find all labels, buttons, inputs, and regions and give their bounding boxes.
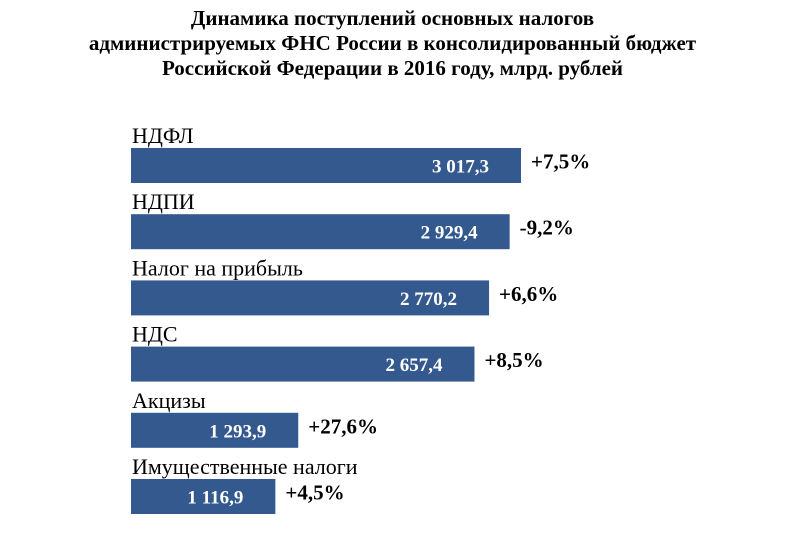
category-label: Акцизы [132,388,206,413]
value-label: 3 017,3 [432,157,489,178]
title-line-2: администрируемых ФНС России в консолидир… [88,31,697,55]
bar [131,214,510,250]
value-label: 2 929,4 [421,223,479,244]
change-label: +7,5% [531,150,590,174]
category-label: Имущественные налоги [132,454,358,479]
change-label: +27,6% [308,414,378,438]
category-label: НДПИ [132,189,195,214]
bar [131,346,475,382]
bar [131,280,490,316]
value-label: 1 116,9 [187,488,243,509]
bar [131,479,276,514]
category-label: НДС [132,322,178,347]
title-line-3: Российской Федерации в 2016 году, млрд. … [161,56,624,80]
bar [131,412,299,448]
value-label: 1 293,9 [209,421,266,442]
change-label: +8,5% [484,348,543,372]
category-label: Налог на прибыль [132,255,303,280]
category-label: НДФЛ [132,123,194,148]
title-line-1: Динамика поступлений основных налогов [190,6,595,30]
value-label: 2 657,4 [385,355,443,376]
change-label: +4,5% [285,481,344,505]
bar [131,148,521,183]
change-label: +6,6% [499,282,558,306]
value-label: 2 770,2 [400,289,457,310]
change-label: -9,2% [520,216,574,240]
chart-title: Динамика поступлений основных налогов ад… [0,6,785,81]
